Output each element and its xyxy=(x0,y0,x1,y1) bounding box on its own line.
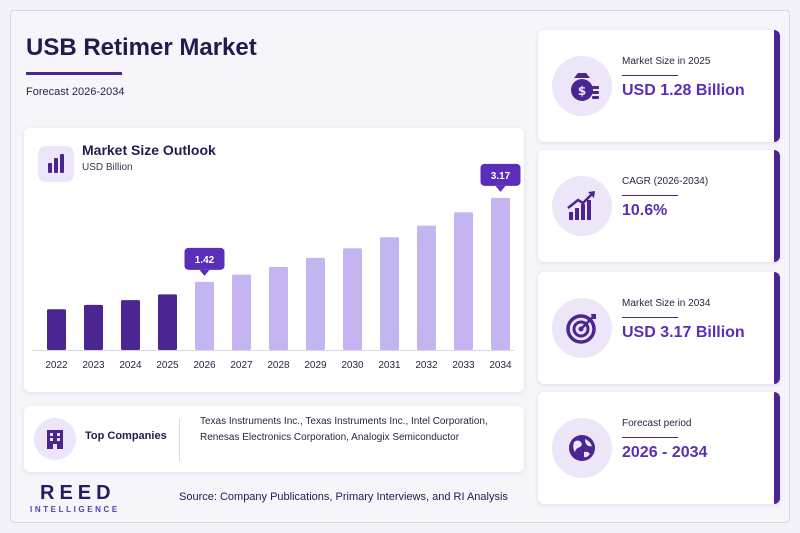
bar-2034 xyxy=(491,197,510,350)
top-companies-label: Top Companies xyxy=(85,430,167,442)
stat-value: 2026 - 2034 xyxy=(622,444,708,461)
stat-card-market-size-2025: $ Market Size in 2025 USD 1.28 Billion xyxy=(538,30,780,142)
callout-pointer xyxy=(199,269,210,276)
x-tick-label: 2022 xyxy=(45,360,68,371)
chart-title: Market Size Outlook xyxy=(82,142,216,158)
stat-rule xyxy=(622,437,678,438)
stat-card-cagr: CAGR (2026-2034) 10.6% xyxy=(538,150,780,262)
bar-2025 xyxy=(158,294,177,350)
stat-label: Market Size in 2025 xyxy=(622,56,711,67)
page-title: USB Retimer Market xyxy=(26,34,257,61)
market-size-chart-card: Market Size Outlook USD Billion 2022 2023… xyxy=(24,128,524,392)
x-tick-label: 2031 xyxy=(378,360,401,371)
stat-label: Market Size in 2034 xyxy=(622,298,711,309)
bar-chart: 2022 2023 2024 2025 2026 2027 2028 2029 2030 2031… xyxy=(32,163,521,371)
x-tick-label: 2026 xyxy=(193,360,216,371)
x-tick-label: 2027 xyxy=(230,360,253,371)
x-tick-label: 2028 xyxy=(267,360,290,371)
bar-2026 xyxy=(195,281,214,350)
bar-2030 xyxy=(343,248,362,350)
stat-card-forecast-period: Forecast period 2026 - 2034 xyxy=(538,392,780,504)
stat-value: USD 3.17 Billion xyxy=(622,324,745,341)
bar-2029 xyxy=(306,257,325,350)
building-icon xyxy=(34,418,76,460)
money-bag-icon: $ xyxy=(552,56,612,116)
stat-label: CAGR (2026-2034) xyxy=(622,176,709,187)
top-companies-list: Texas Instruments Inc., Texas Instrument… xyxy=(200,416,488,443)
x-tick-label: 2032 xyxy=(415,360,438,371)
globe-icon xyxy=(552,418,612,478)
x-tick-label: 2034 xyxy=(489,360,512,371)
callout-pointer xyxy=(495,185,506,192)
stat-rule xyxy=(622,317,678,318)
callout-bubble xyxy=(480,163,521,186)
title-underline xyxy=(26,72,122,75)
bar-2033 xyxy=(454,212,473,350)
chart-unit-label: USD Billion xyxy=(82,162,133,173)
svg-text:$: $ xyxy=(578,84,586,98)
x-tick-label: 2033 xyxy=(452,360,475,371)
stat-label: Forecast period xyxy=(622,418,692,429)
logo-subtitle: INTELLIGENCE xyxy=(30,505,120,514)
bar-2027 xyxy=(232,274,251,350)
stat-value: 10.6% xyxy=(622,202,668,219)
bar-2024 xyxy=(121,300,140,350)
data-label: 1.42 xyxy=(195,255,215,266)
x-tick-label: 2029 xyxy=(304,360,327,371)
stat-card-market-size-2034: Market Size in 2034 USD 3.17 Billion xyxy=(538,272,780,384)
page-subtitle: Forecast 2026-2034 xyxy=(26,86,125,98)
bar-2032 xyxy=(417,225,436,350)
x-tick-label: 2023 xyxy=(82,360,105,371)
divider xyxy=(179,418,180,462)
stat-rule xyxy=(622,75,678,76)
bar-2028 xyxy=(269,266,288,350)
x-tick-label: 2030 xyxy=(341,360,364,371)
x-tick-label: 2024 xyxy=(119,360,142,371)
data-label: 3.17 xyxy=(491,171,511,182)
stat-rule xyxy=(622,195,678,196)
bar-2022 xyxy=(47,309,66,350)
stat-value: USD 1.28 Billion xyxy=(622,82,745,99)
x-tick-label: 2025 xyxy=(156,360,179,371)
bar-2031 xyxy=(380,237,399,350)
bar-chart-icon xyxy=(38,146,74,182)
source-note: Source: Company Publications, Primary In… xyxy=(179,491,508,503)
logo-wordmark: REED xyxy=(40,482,116,504)
target-icon xyxy=(552,298,612,358)
top-companies-card: Top Companies Texas Instruments Inc., Te… xyxy=(24,406,524,472)
callout-bubble xyxy=(184,247,225,270)
bar-2023 xyxy=(84,304,103,350)
growth-chart-icon xyxy=(552,176,612,236)
